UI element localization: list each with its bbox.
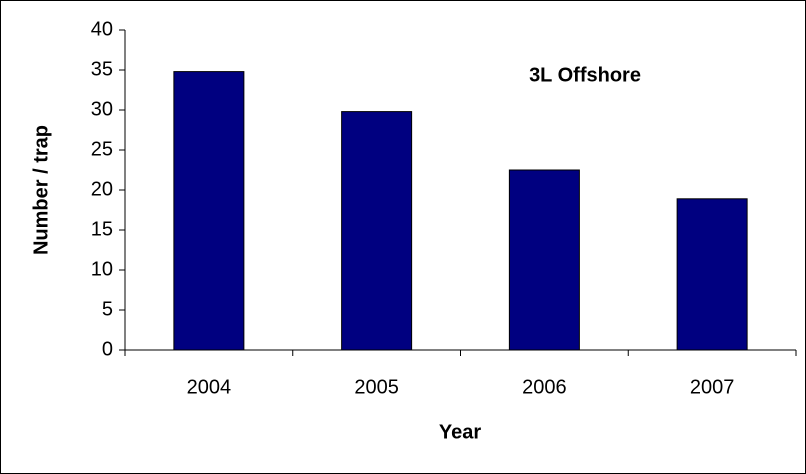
bar xyxy=(341,111,413,351)
x-tick-label: 2005 xyxy=(354,376,399,398)
bar xyxy=(173,71,245,351)
y-axis-label: Number / trap xyxy=(30,125,52,255)
bar xyxy=(676,198,748,351)
x-tick-label: 2007 xyxy=(690,376,735,398)
bar xyxy=(508,169,580,351)
y-tick-label: 30 xyxy=(91,98,113,120)
x-tick-label: 2004 xyxy=(187,376,232,398)
y-tick-label: 35 xyxy=(91,58,113,80)
y-tick-label: 5 xyxy=(102,298,113,320)
y-tick-label: 25 xyxy=(91,138,113,160)
x-tick-label: 2006 xyxy=(522,376,567,398)
annotation: 3L Offshore xyxy=(529,64,641,86)
y-tick-label: 0 xyxy=(102,338,113,360)
y-tick-label: 20 xyxy=(91,178,113,200)
y-tick-label: 15 xyxy=(91,218,113,240)
y-tick-label: 40 xyxy=(91,18,113,40)
x-axis-label: Year xyxy=(439,421,481,443)
y-tick-label: 10 xyxy=(91,258,113,280)
